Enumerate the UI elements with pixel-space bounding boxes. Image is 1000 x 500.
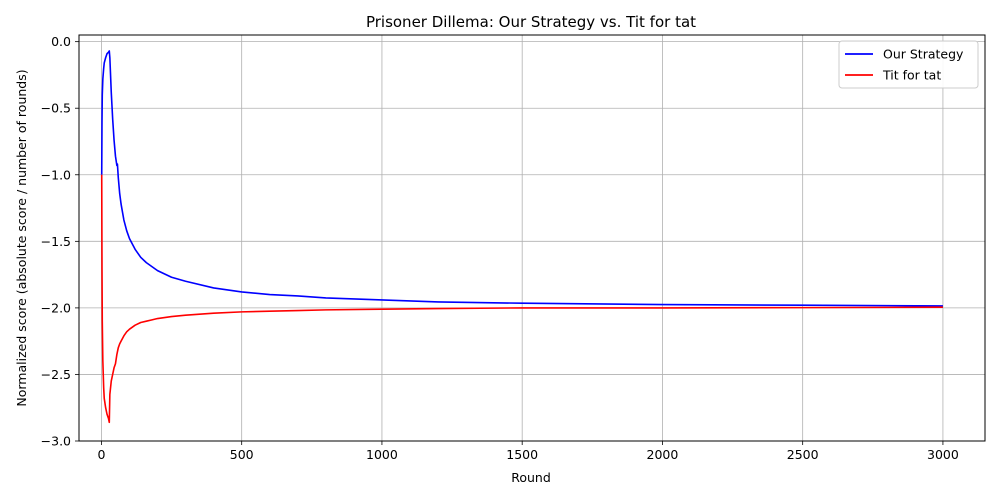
x-tick-label: 500 xyxy=(230,447,254,462)
plot-frame xyxy=(78,34,986,442)
y-tick-label: −1.0 xyxy=(41,167,71,182)
legend: Our Strategy Tit for tat xyxy=(838,40,979,89)
legend-label-our-strategy: Our Strategy xyxy=(883,47,964,62)
x-tick-label: 2000 xyxy=(647,447,679,462)
y-axis: 0.0 −0.5 −1.0 −1.5 −2.0 −2.5 −3.0 xyxy=(41,34,79,449)
y-tick-label: −1.5 xyxy=(41,234,71,249)
y-tick-label: −2.0 xyxy=(41,300,71,315)
series-line-our-strategy xyxy=(100,50,943,307)
x-axis-label: Round xyxy=(511,470,551,485)
y-tick-label: −2.5 xyxy=(41,367,71,382)
y-tick-label: 0.0 xyxy=(51,34,71,49)
y-tick-label: −3.0 xyxy=(41,434,71,449)
y-axis-label: Normalized score (absolute score / numbe… xyxy=(14,69,29,406)
series-line-tit-for-tat xyxy=(100,174,943,424)
series-lines xyxy=(100,50,943,424)
y-tick-label: −0.5 xyxy=(41,101,71,116)
x-axis: 0 500 1000 1500 2000 2500 3000 xyxy=(97,441,959,462)
x-tick-label: 3000 xyxy=(927,447,959,462)
legend-box xyxy=(838,40,979,89)
legend-label-tit-for-tat: Tit for tat xyxy=(882,68,941,83)
x-tick-label: 1500 xyxy=(506,447,538,462)
x-tick-label: 0 xyxy=(97,447,105,462)
x-tick-label: 1000 xyxy=(366,447,398,462)
chart-title: Prisoner Dillema: Our Strategy vs. Tit f… xyxy=(366,13,696,31)
x-tick-label: 2500 xyxy=(787,447,819,462)
